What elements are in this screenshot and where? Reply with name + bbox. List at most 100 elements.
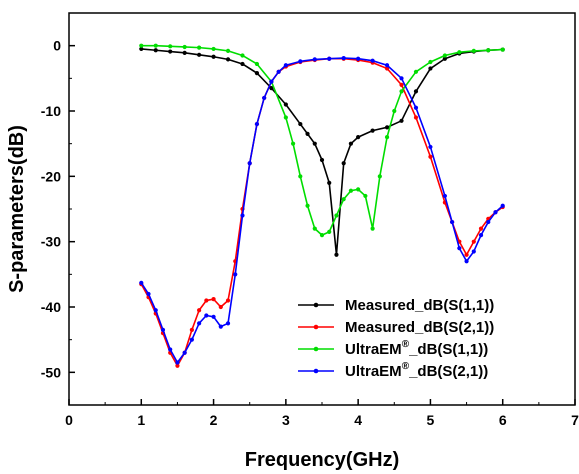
data-point bbox=[211, 314, 216, 319]
data-point bbox=[327, 229, 332, 234]
data-point bbox=[225, 321, 231, 326]
legend-swatch-marker bbox=[313, 302, 319, 308]
data-point bbox=[370, 58, 375, 63]
legend-item: UltraEM®_dB(S(1,1)) bbox=[298, 339, 488, 358]
data-point bbox=[197, 52, 202, 57]
data-point bbox=[341, 161, 346, 166]
data-point bbox=[341, 197, 346, 202]
series-line bbox=[141, 44, 503, 236]
legend-label: Measured_dB(S(1,1)) bbox=[345, 297, 494, 314]
x-tick-label: 2 bbox=[210, 412, 218, 428]
axis-ticks bbox=[68, 12, 576, 406]
data-point bbox=[240, 213, 245, 218]
data-point bbox=[471, 249, 476, 254]
data-point bbox=[139, 43, 144, 48]
legend-item: Measured_dB(S(1,1)) bbox=[298, 297, 494, 314]
y-tick-label: 0 bbox=[53, 38, 61, 54]
data-point bbox=[413, 89, 419, 94]
legend-item: Measured_dB(S(2,1)) bbox=[298, 319, 494, 336]
y-tick-label: -10 bbox=[41, 103, 61, 119]
data-point bbox=[363, 193, 368, 199]
data-point bbox=[384, 66, 390, 71]
series-4 bbox=[139, 55, 505, 365]
data-point bbox=[384, 125, 390, 130]
legend-label: UltraEM®_dB(S(1,1)) bbox=[345, 339, 488, 358]
y-tick-label: -40 bbox=[41, 299, 61, 315]
legend-swatch-marker bbox=[313, 324, 319, 330]
data-point bbox=[384, 135, 390, 140]
data-point bbox=[457, 50, 462, 55]
data-point bbox=[182, 50, 187, 55]
data-point bbox=[189, 327, 194, 332]
data-point bbox=[312, 226, 317, 231]
data-point bbox=[319, 157, 325, 163]
data-point bbox=[370, 226, 375, 231]
data-point bbox=[500, 47, 505, 52]
data-point bbox=[197, 45, 202, 50]
data-point bbox=[276, 69, 281, 74]
data-point bbox=[290, 141, 296, 146]
series-line bbox=[141, 48, 503, 256]
data-point bbox=[153, 308, 158, 313]
data-point bbox=[348, 141, 354, 146]
data-point bbox=[254, 61, 260, 67]
data-point bbox=[457, 246, 462, 251]
data-point bbox=[283, 102, 288, 107]
data-point bbox=[341, 55, 346, 61]
data-point bbox=[399, 89, 404, 94]
data-point bbox=[197, 321, 202, 326]
data-point bbox=[356, 56, 361, 61]
data-point bbox=[240, 61, 245, 67]
legend-label: Measured_dB(S(2,1)) bbox=[345, 319, 494, 336]
data-point bbox=[319, 233, 325, 238]
data-point bbox=[262, 95, 267, 101]
data-point bbox=[356, 187, 361, 192]
series-line bbox=[140, 57, 504, 364]
legend-item: UltraEM®_dB(S(2,1)) bbox=[298, 361, 488, 380]
data-point bbox=[168, 49, 173, 54]
x-tick-label: 6 bbox=[499, 412, 507, 428]
data-point bbox=[168, 347, 173, 352]
data-point bbox=[442, 53, 447, 58]
x-tick-label: 1 bbox=[137, 412, 145, 428]
x-tick-label: 3 bbox=[282, 412, 290, 428]
data-point bbox=[312, 141, 317, 146]
data-point bbox=[254, 71, 260, 76]
x-tick-label: 7 bbox=[571, 412, 579, 428]
data-point bbox=[139, 46, 144, 52]
data-point bbox=[334, 252, 339, 257]
legend: Measured_dB(S(1,1)) Measured_dB(S(2,1)) Ul… bbox=[298, 297, 494, 380]
data-point bbox=[478, 233, 484, 238]
data-point bbox=[428, 144, 433, 150]
data-point bbox=[428, 59, 433, 65]
data-point bbox=[189, 337, 194, 342]
legend-swatch-marker bbox=[313, 368, 319, 374]
series-layer bbox=[139, 43, 505, 368]
data-point bbox=[384, 63, 390, 68]
y-axis-title: S-parameters(dB) bbox=[6, 125, 28, 293]
data-point bbox=[146, 291, 151, 297]
data-point bbox=[428, 66, 433, 71]
data-point bbox=[182, 44, 187, 50]
data-point bbox=[413, 105, 419, 110]
data-point bbox=[298, 174, 303, 179]
data-point bbox=[204, 313, 209, 318]
data-point bbox=[399, 76, 404, 81]
data-point bbox=[269, 86, 274, 91]
data-point bbox=[225, 298, 231, 303]
data-point bbox=[377, 174, 382, 179]
data-point bbox=[399, 82, 404, 87]
x-axis-title: Frequency(GHz) bbox=[245, 449, 399, 471]
data-point bbox=[211, 54, 216, 59]
data-point bbox=[464, 259, 469, 264]
data-point bbox=[182, 350, 187, 355]
data-point bbox=[225, 57, 231, 62]
data-point bbox=[327, 56, 332, 61]
data-point bbox=[153, 48, 158, 53]
x-tick-label: 5 bbox=[427, 412, 435, 428]
data-point bbox=[175, 363, 180, 368]
data-point bbox=[211, 297, 216, 302]
data-point bbox=[450, 219, 455, 225]
data-point bbox=[139, 280, 144, 285]
data-point bbox=[493, 210, 498, 215]
